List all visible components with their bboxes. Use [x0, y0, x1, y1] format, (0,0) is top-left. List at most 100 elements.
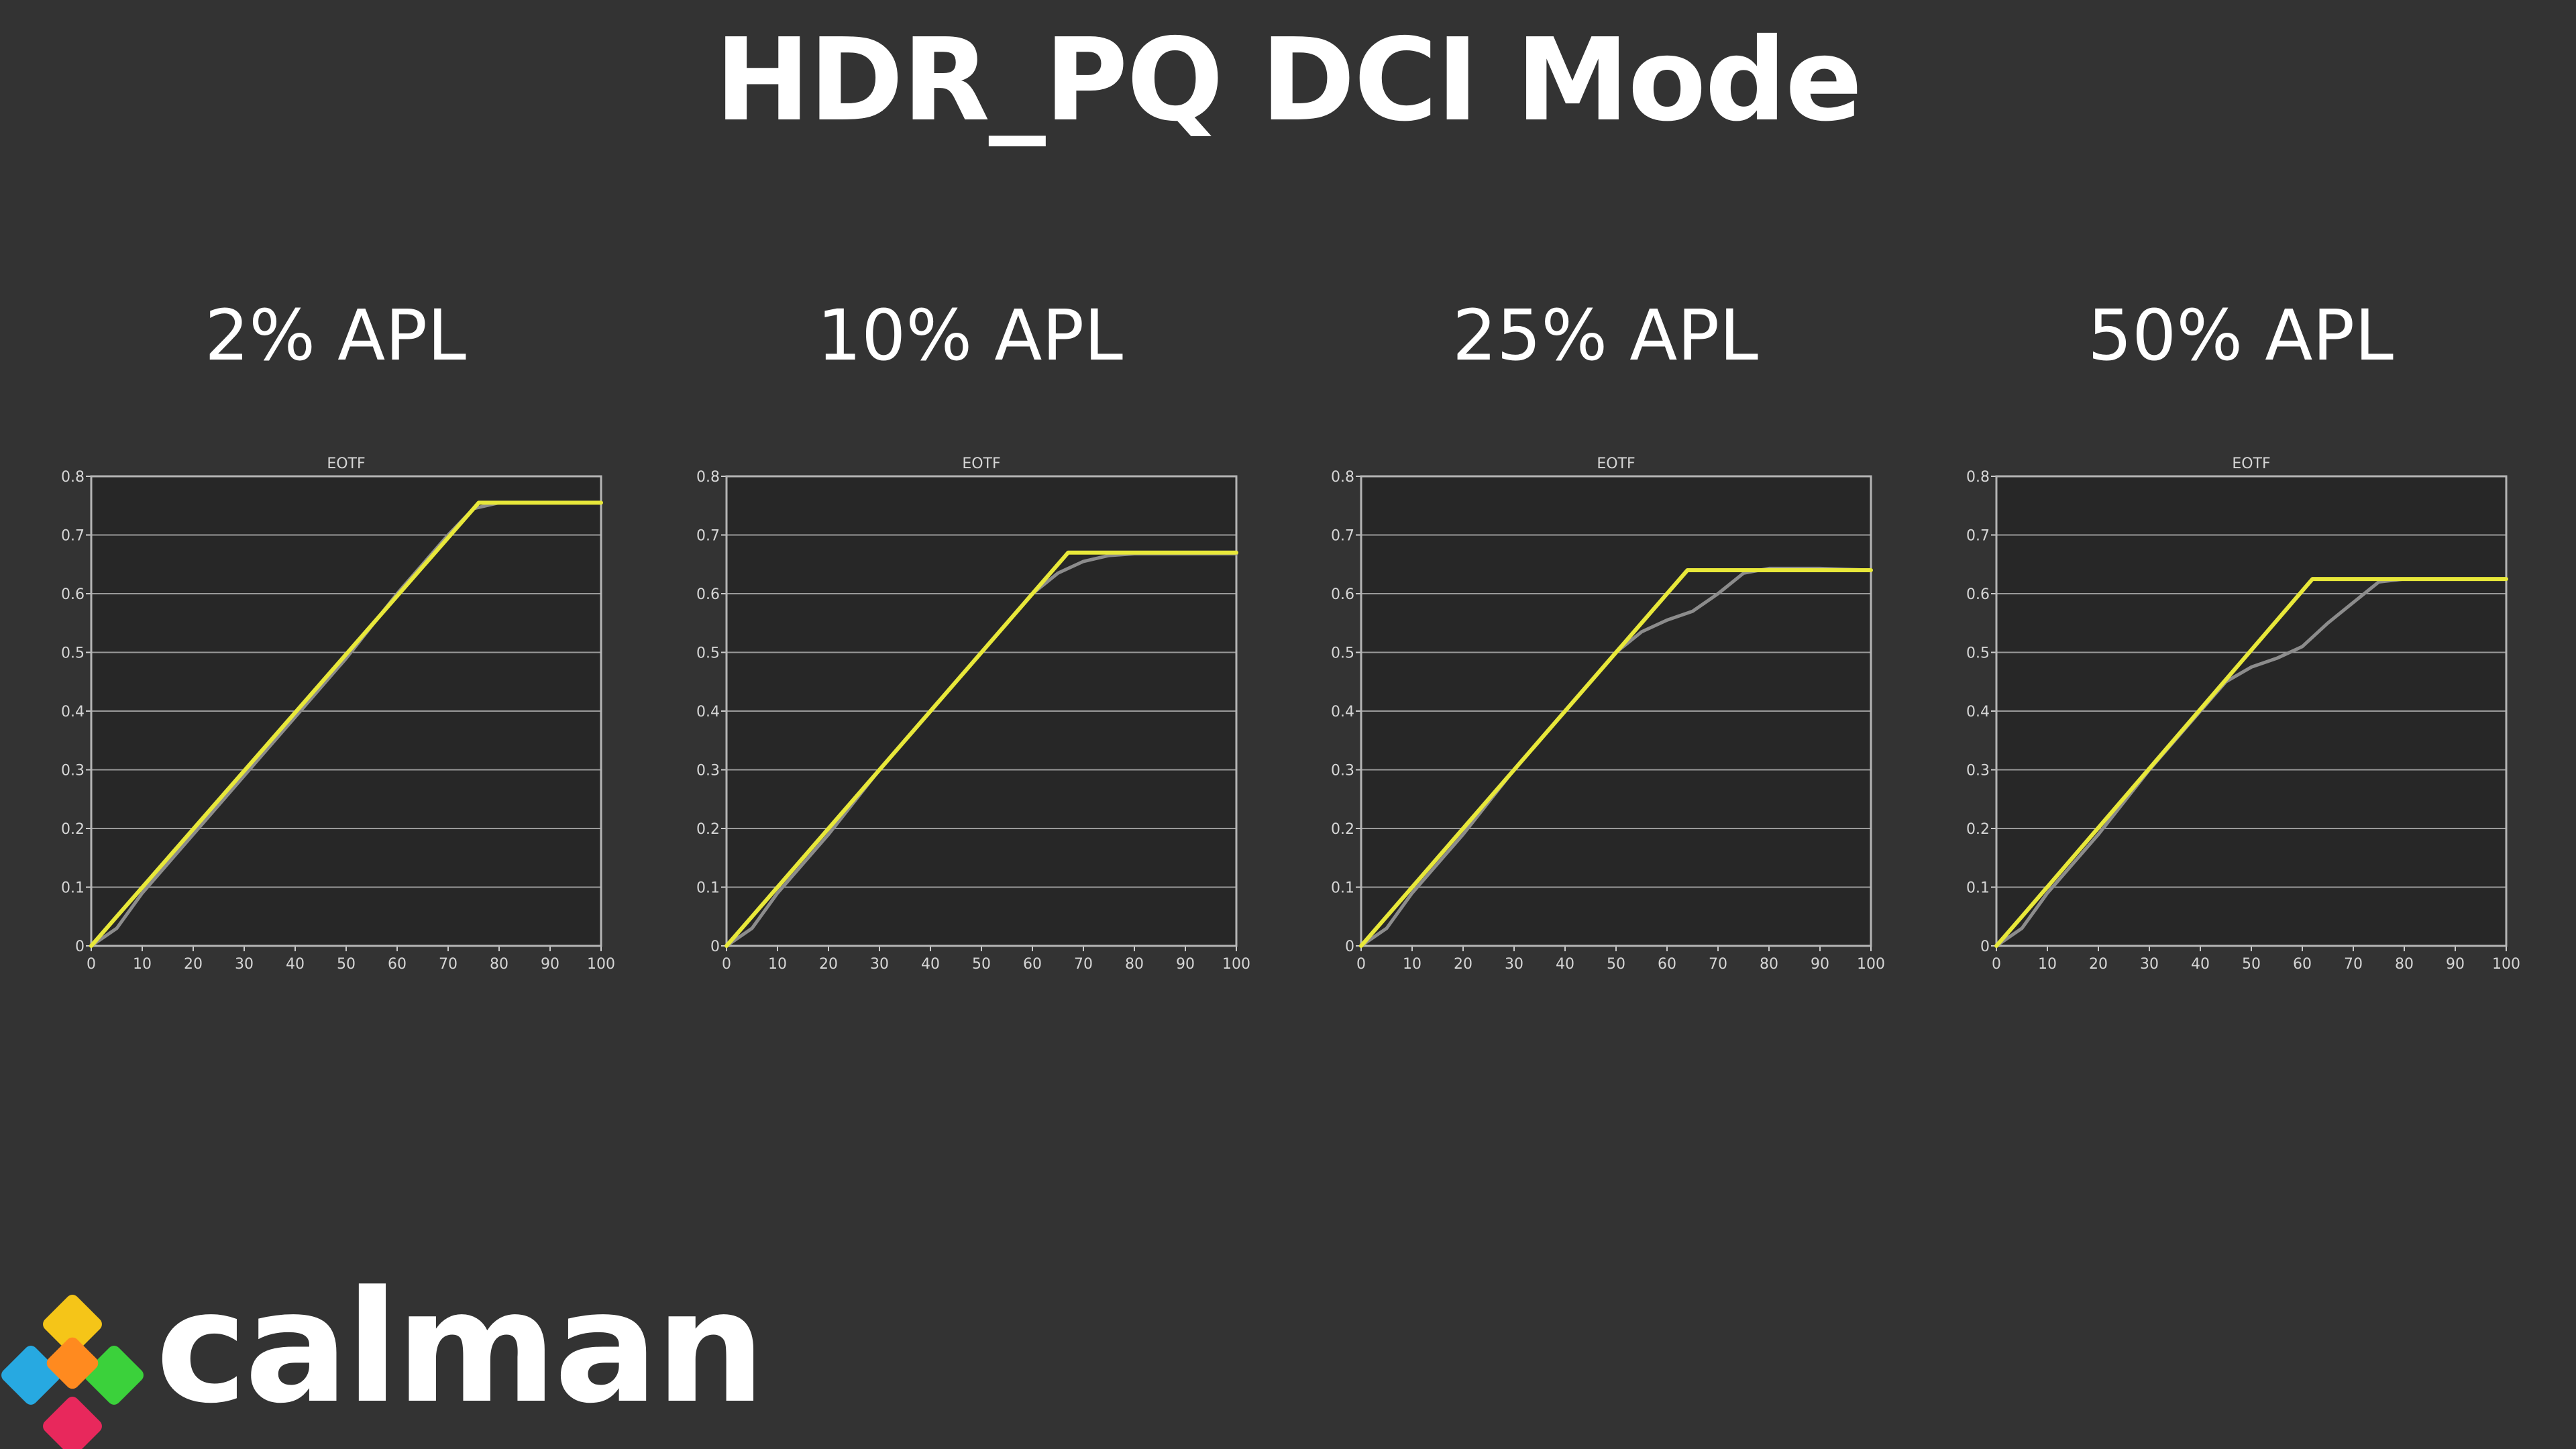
page-title: HDR_PQ DCI Mode: [714, 14, 1863, 147]
y-tick-label: 0.4: [1331, 704, 1354, 720]
x-tick-label: 20: [1454, 956, 1472, 973]
y-tick-label: 0.6: [61, 586, 85, 603]
y-tick-label: 0.2: [1331, 821, 1354, 838]
plot-frame: [1360, 475, 1872, 947]
x-tick-label: 100: [587, 956, 615, 973]
x-tick-label: 80: [2395, 956, 2414, 973]
x-tick-label: 20: [184, 956, 203, 973]
y-tick-label: 0.3: [1331, 763, 1354, 780]
x-tick-label: 50: [1607, 956, 1625, 973]
x-tick-label: 100: [1857, 956, 1885, 973]
eotf-chart-50-apl: EOTF 0 0.1 0.2 0.3 0.4 0.5 0.6 0.7 0.8 0 10 20 30 40 50…: [1966, 455, 2520, 973]
y-tick-label: 0.7: [696, 528, 720, 545]
panel-heading-2-apl: 2% APL: [205, 294, 466, 376]
y-tick-label: 0.6: [696, 586, 720, 603]
y-tick-label: 0: [710, 938, 720, 955]
target-series-line: [89, 500, 603, 948]
y-tick-label: 0.4: [61, 704, 85, 720]
y-tick-label: 0: [75, 938, 85, 955]
x-tick-label: 40: [286, 956, 305, 973]
panel-heading-50-apl: 50% APL: [2087, 294, 2394, 376]
y-tick-label: 0.5: [1966, 645, 1990, 662]
x-tick-label: 90: [541, 956, 559, 973]
x-tick-label: 60: [388, 956, 407, 973]
x-tick-label: 10: [133, 956, 152, 973]
panel-heading-10-apl: 10% APL: [816, 294, 1123, 376]
x-tick-label: 30: [870, 956, 889, 973]
x-tick-label: 0: [1356, 956, 1366, 973]
target-series-line: [724, 550, 1238, 948]
target-series-line: [1359, 568, 1873, 948]
chart-title: EOTF: [327, 455, 365, 472]
chart-title: EOTF: [1597, 455, 1635, 472]
y-tick-label: 0.3: [61, 763, 85, 780]
y-tick-label: 0.8: [1331, 469, 1354, 486]
y-tick-label: 0.5: [696, 645, 720, 662]
x-tick-label: 10: [768, 956, 787, 973]
x-tick-label: 70: [1709, 956, 1727, 973]
x-tick-label: 40: [2191, 956, 2210, 973]
logo-text: calman: [156, 1258, 765, 1438]
y-tick-label: 0.7: [1966, 528, 1990, 545]
x-tick-label: 0: [722, 956, 731, 973]
x-tick-label: 70: [1074, 956, 1093, 973]
measured-series-line: [89, 500, 603, 948]
x-tick-label: 0: [87, 956, 96, 973]
y-tick-label: 0.8: [61, 469, 85, 486]
x-tick-label: 10: [2038, 956, 2057, 973]
x-tick-label: 50: [972, 956, 991, 973]
x-tick-label: 60: [2293, 956, 2312, 973]
logo-diamond-left: [1, 1346, 60, 1405]
y-tick-label: 0.8: [1966, 469, 1990, 486]
eotf-chart-2-apl: EOTF 0 0.1 0.2 0.3 0.4 0.5 0.6 0.7 0.8 0 10 20 30 40 50…: [61, 455, 615, 973]
x-tick-label: 80: [1125, 956, 1144, 973]
x-tick-label: 30: [2140, 956, 2159, 973]
x-tick-label: 40: [1556, 956, 1574, 973]
y-tick-label: 0.2: [1966, 821, 1990, 838]
x-tick-label: 30: [1505, 956, 1523, 973]
x-tick-label: 90: [2446, 956, 2465, 973]
chart-title: EOTF: [962, 455, 1000, 472]
x-tick-label: 70: [439, 956, 458, 973]
y-tick-label: 0.2: [61, 821, 85, 838]
logo-diamond-right: [85, 1346, 144, 1405]
eotf-chart-10-apl: EOTF 0 0.1 0.2 0.3 0.4 0.5 0.6 0.7 0.8 0 10 20 30 40 50…: [696, 455, 1250, 973]
plot-frame: [725, 475, 1238, 947]
x-tick-label: 90: [1176, 956, 1195, 973]
eotf-chart-25-apl: EOTF 0 0.1 0.2 0.3 0.4 0.5 0.6 0.7 0.8 0 10 20 30 40 50…: [1331, 455, 1885, 973]
x-tick-label: 80: [1760, 956, 1778, 973]
y-tick-label: 0.1: [61, 880, 85, 897]
y-tick-label: 0.6: [1331, 586, 1354, 603]
x-tick-label: 50: [337, 956, 356, 973]
y-tick-label: 0.5: [61, 645, 85, 662]
y-tick-label: 0.8: [696, 469, 720, 486]
x-tick-label: 20: [819, 956, 838, 973]
y-tick-label: 0.1: [1966, 880, 1990, 897]
x-tick-label: 20: [2089, 956, 2108, 973]
y-tick-label: 0.7: [1331, 528, 1354, 545]
y-tick-label: 0.3: [696, 763, 720, 780]
calman-logo-icon: [1, 1295, 144, 1449]
target-series-line: [1994, 577, 2508, 948]
y-tick-label: 0.4: [1966, 704, 1990, 720]
x-tick-label: 100: [1222, 956, 1250, 973]
x-tick-label: 40: [921, 956, 940, 973]
x-tick-label: 80: [490, 956, 508, 973]
x-tick-label: 10: [1403, 956, 1421, 973]
y-tick-label: 0.1: [1331, 880, 1354, 897]
x-tick-label: 100: [2492, 956, 2520, 973]
plot-frame: [90, 475, 602, 947]
logo-diamond-top: [43, 1295, 102, 1354]
y-tick-label: 0.5: [1331, 645, 1354, 662]
y-tick-label: 0.1: [696, 880, 720, 897]
x-tick-label: 90: [1811, 956, 1829, 973]
y-tick-label: 0: [1345, 938, 1354, 955]
x-tick-label: 70: [2344, 956, 2363, 973]
logo-diamond-bottom: [43, 1397, 102, 1449]
x-tick-label: 60: [1023, 956, 1042, 973]
y-tick-label: 0.7: [61, 528, 85, 545]
x-tick-label: 0: [1992, 956, 2001, 973]
x-tick-label: 60: [1658, 956, 1676, 973]
x-tick-label: 50: [2242, 956, 2261, 973]
y-tick-label: 0.2: [696, 821, 720, 838]
